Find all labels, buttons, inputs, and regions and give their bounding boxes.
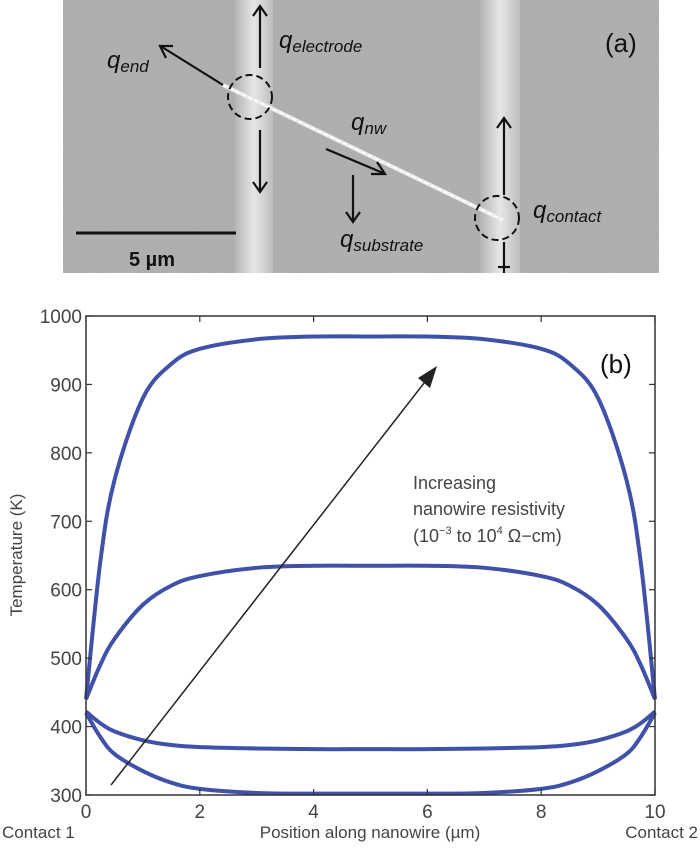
temperature-curve	[84, 709, 657, 752]
electrode-2	[480, 0, 520, 273]
temperature-curve	[84, 711, 657, 796]
y-tick-label: 700	[50, 512, 82, 533]
q-contact-label: qcontact	[533, 197, 602, 226]
y-tick-label: 400	[50, 718, 82, 739]
q-end-label: qend	[107, 47, 149, 76]
electrode-1	[235, 0, 273, 273]
scale-bar-label: 5 µm	[129, 249, 175, 271]
annotation-line-1: Increasing	[413, 473, 496, 493]
panel-b-label: (b)	[600, 349, 632, 379]
plot-frame	[85, 315, 656, 796]
q-substrate-label: qsubstrate	[340, 226, 423, 255]
trend-arrow-line	[110, 377, 429, 786]
temperature-curve	[84, 563, 657, 700]
end-contact-circle	[227, 74, 273, 120]
y-tick-label: 500	[50, 649, 82, 670]
trend-arrow-head-icon	[418, 366, 437, 388]
y-axis-ticks: 300 400 500 600 700 800 900 1000	[40, 307, 655, 807]
y-tick-label: 900	[50, 375, 82, 396]
contact-circle	[474, 195, 520, 241]
temperature-curve	[84, 334, 657, 700]
contact-2-label: Contact 2	[625, 823, 698, 842]
temperature-curves	[84, 334, 657, 796]
annotation-line-2: nanowire resistivity	[413, 499, 565, 519]
x-axis-label: Position along nanowire (µm)	[260, 823, 481, 842]
sem-image-panel-a: 5 µm (a) qend qelectrode qnw qsubstrate …	[63, 0, 659, 273]
annotation-line-3: (10−3 to 104 Ω−cm)	[413, 525, 562, 546]
x-axis-ticks: 0 2 4 6 8 10	[81, 316, 666, 823]
x-tick-label: 0	[81, 802, 92, 823]
x-tick-label: 2	[195, 802, 206, 823]
y-tick-label: 1000	[40, 307, 82, 328]
heat-flow-arrows	[158, 4, 512, 273]
x-tick-label: 8	[536, 802, 547, 823]
y-tick-label: 300	[50, 786, 82, 807]
x-tick-label: 10	[644, 802, 665, 823]
x-tick-label: 4	[308, 802, 319, 823]
q-electrode-label: qelectrode	[279, 27, 362, 56]
contact-1-label: Contact 1	[2, 823, 75, 842]
panel-a-label: (a)	[605, 28, 637, 58]
q-nw-label: qnw	[351, 109, 388, 138]
temperature-profile-chart: 300 400 500 600 700 800 900 1000 0 2 4 6 8 10 Increa…	[2, 307, 698, 842]
y-tick-label: 800	[50, 444, 82, 465]
x-tick-label: 6	[422, 802, 433, 823]
y-axis-label: Temperature (K)	[7, 494, 26, 617]
y-tick-label: 600	[50, 581, 82, 602]
